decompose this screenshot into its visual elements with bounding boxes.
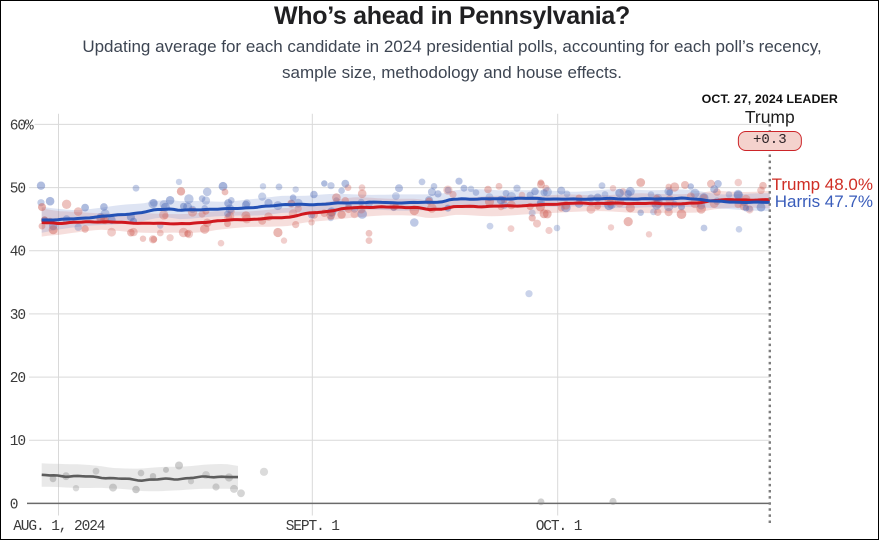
svg-text:50: 50	[10, 182, 26, 198]
svg-text:20: 20	[10, 371, 26, 387]
svg-text:0: 0	[10, 497, 18, 513]
svg-text:SEPT. 1: SEPT. 1	[286, 519, 340, 535]
svg-text:40: 40	[10, 245, 26, 261]
svg-text:30: 30	[10, 308, 26, 324]
svg-text:10: 10	[10, 434, 26, 450]
svg-text:60%: 60%	[10, 118, 34, 134]
svg-text:AUG. 1, 2024: AUG. 1, 2024	[13, 519, 105, 535]
svg-text:OCT. 1: OCT. 1	[536, 519, 582, 535]
